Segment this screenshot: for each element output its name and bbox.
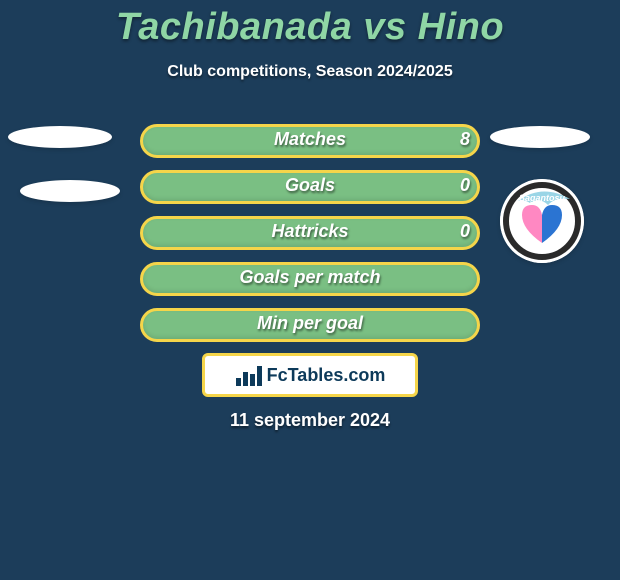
- title-text: Tachibanada vs Hino: [116, 6, 504, 48]
- fctables-attribution: FcTables.com: [202, 353, 418, 397]
- page-title: Tachibanada vs Hino: [0, 6, 620, 49]
- stat-label: Hattricks: [0, 221, 620, 242]
- canvas: Tachibanada vs Hino Club competitions, S…: [0, 0, 620, 580]
- stat-value: 0: [460, 221, 470, 242]
- stat-value: 0: [460, 175, 470, 196]
- stat-row-matches: Matches 8: [0, 118, 620, 164]
- date-line: 11 september 2024: [0, 410, 620, 431]
- stat-value: 8: [460, 129, 470, 150]
- stat-row-hattricks: Hattricks 0: [0, 210, 620, 256]
- stat-row-min-per-goal: Min per goal: [0, 302, 620, 348]
- subtitle: Club competitions, Season 2024/2025: [0, 63, 620, 81]
- stat-row-goals: Goals 0: [0, 164, 620, 210]
- stat-label: Matches: [0, 129, 620, 150]
- stat-label: Goals per match: [0, 267, 620, 288]
- date-text: 11 september 2024: [230, 410, 390, 430]
- stat-row-goals-per-match: Goals per match: [0, 256, 620, 302]
- fctables-bars-icon: [235, 364, 263, 386]
- fctables-label: FcTables.com: [267, 365, 386, 386]
- stat-label: Goals: [0, 175, 620, 196]
- subtitle-text: Club competitions, Season 2024/2025: [167, 63, 452, 80]
- stat-label: Min per goal: [0, 313, 620, 334]
